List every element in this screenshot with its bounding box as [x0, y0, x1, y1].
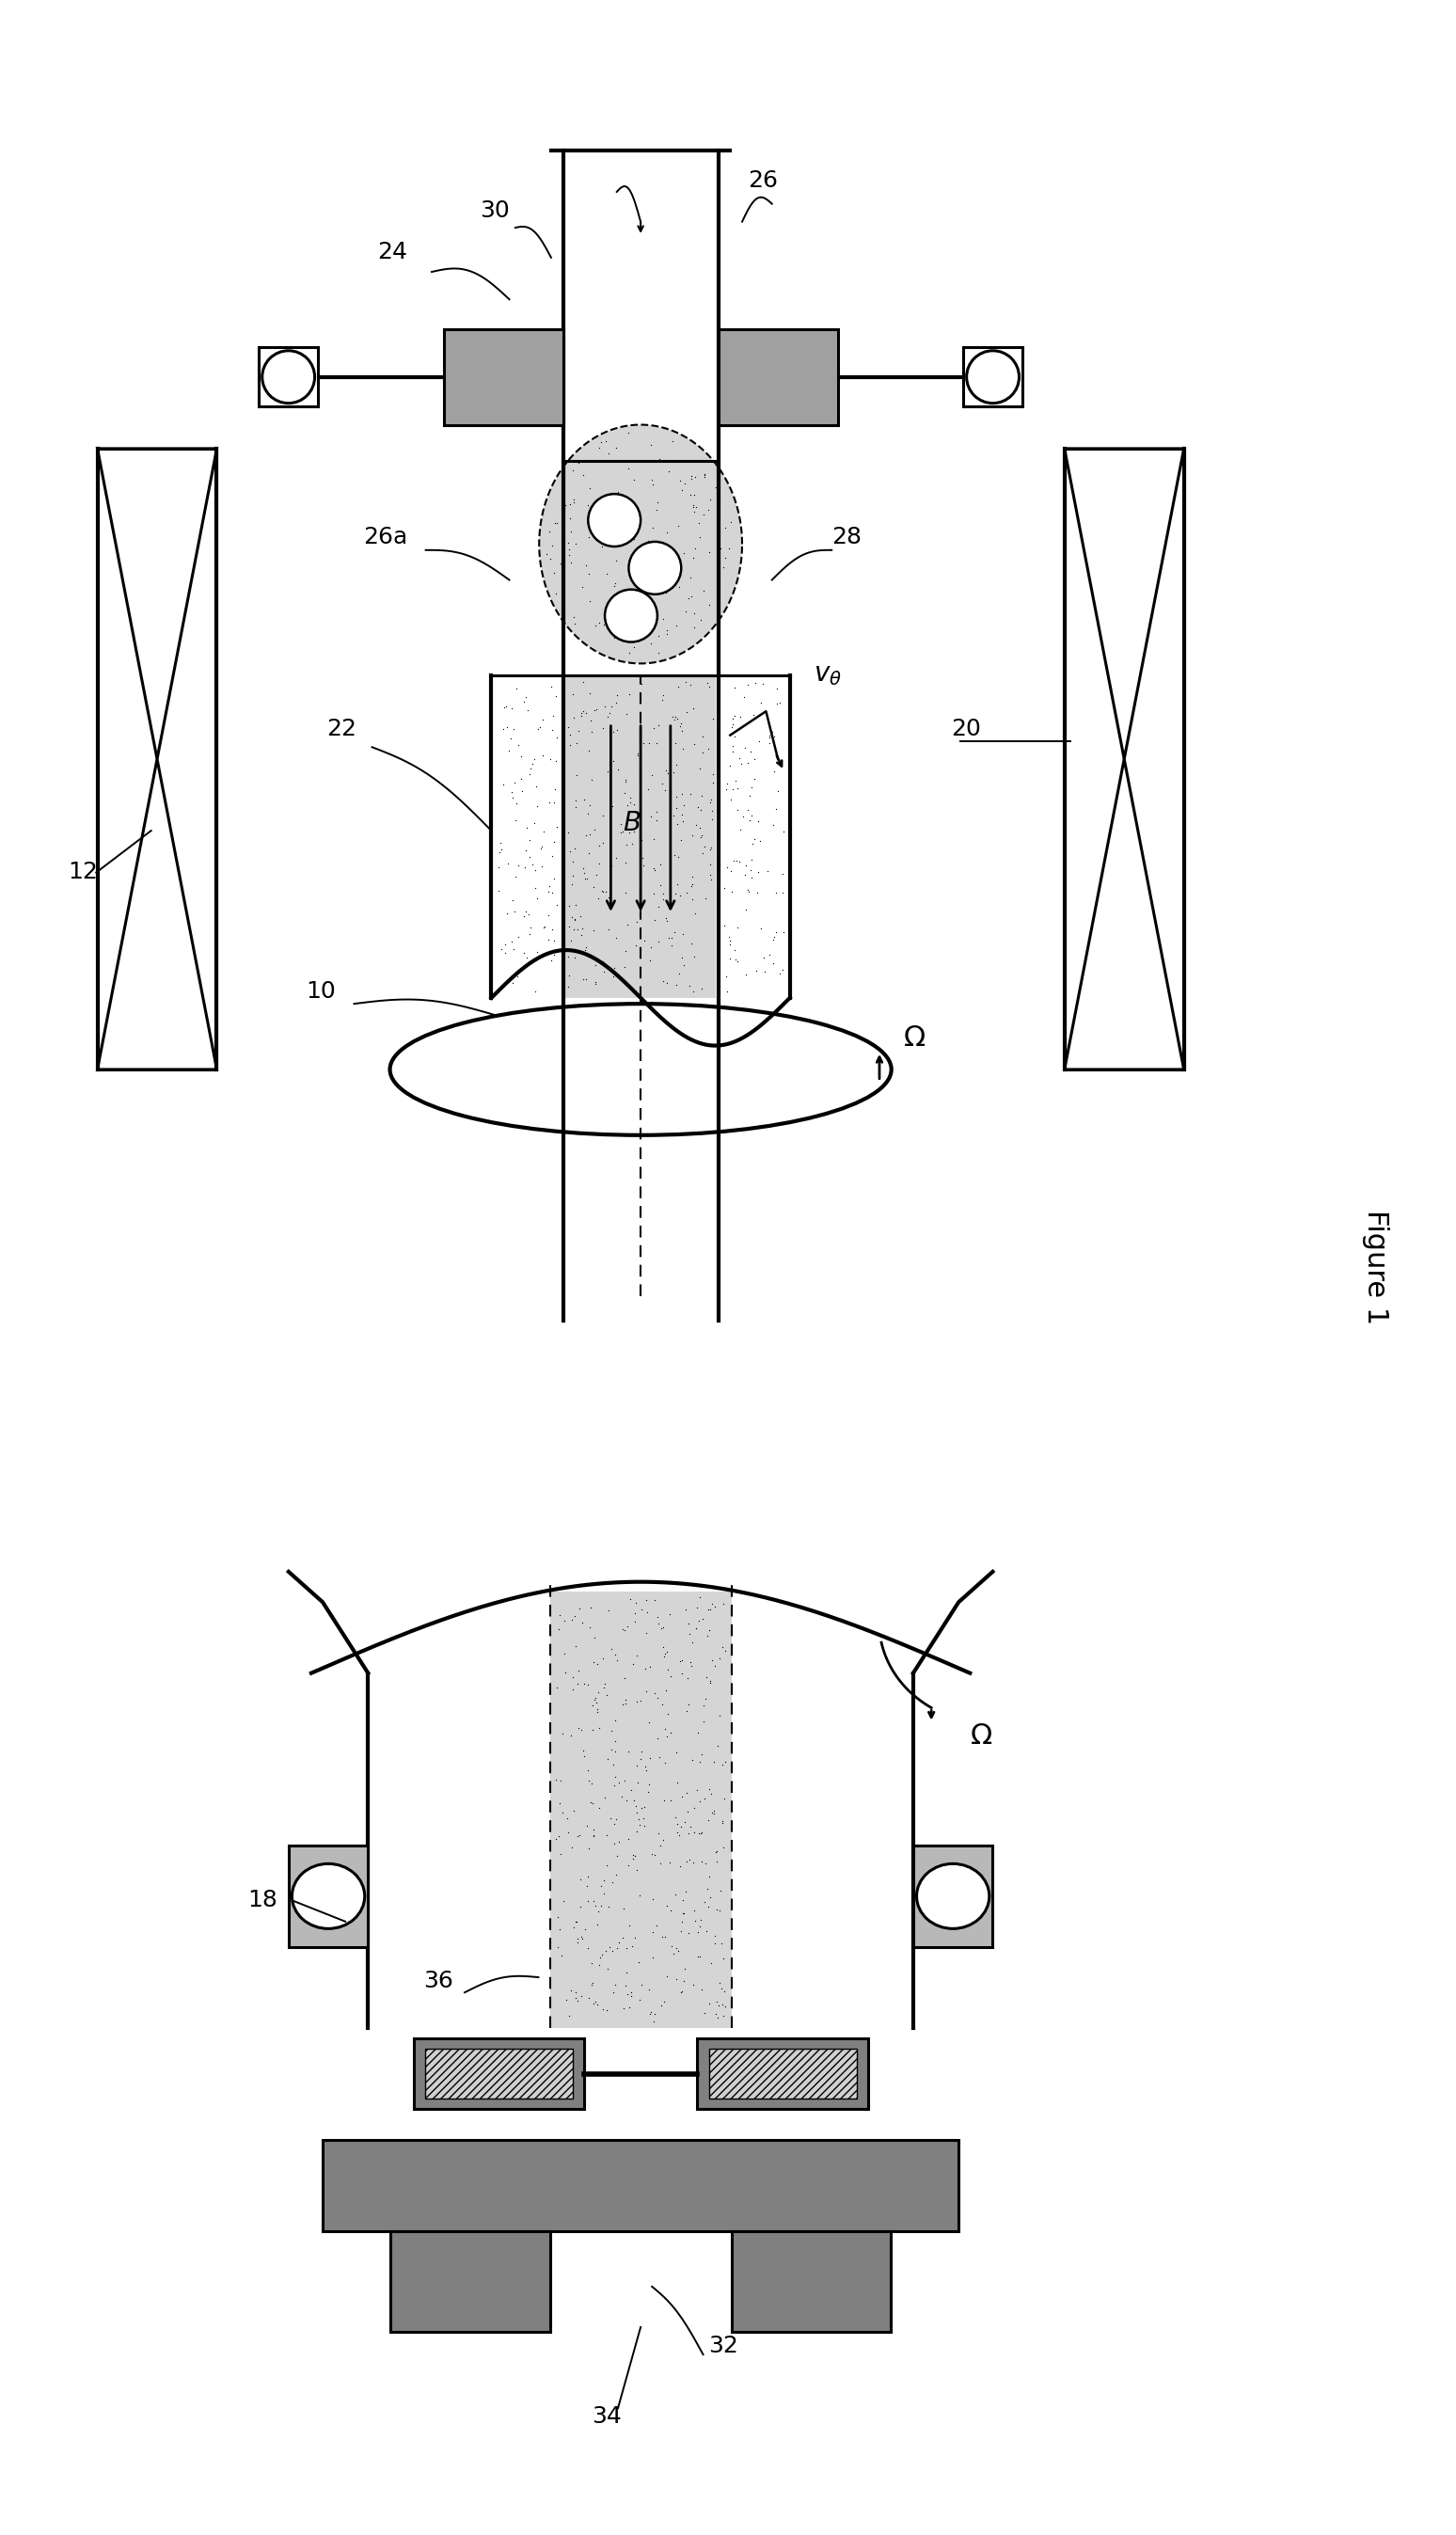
Text: 28: 28	[831, 527, 862, 548]
Polygon shape	[288, 1845, 368, 1947]
Polygon shape	[414, 2038, 584, 2109]
Text: 14: 14	[598, 170, 629, 193]
Polygon shape	[550, 1592, 731, 2028]
Polygon shape	[390, 2231, 550, 2332]
Circle shape	[629, 542, 681, 593]
Circle shape	[917, 1863, 989, 1929]
Text: B: B	[623, 811, 641, 837]
Text: 32: 32	[709, 2335, 738, 2358]
Polygon shape	[709, 2048, 856, 2099]
Text: Figure 1: Figure 1	[1363, 1209, 1389, 1326]
Polygon shape	[259, 347, 319, 406]
Text: $v_{\theta}$: $v_{\theta}$	[814, 662, 842, 687]
Text: 24: 24	[377, 241, 408, 264]
Polygon shape	[323, 2140, 958, 2231]
Circle shape	[588, 494, 641, 548]
Text: 26a: 26a	[364, 527, 408, 548]
Text: 30: 30	[479, 200, 510, 221]
Text: $\Omega$: $\Omega$	[903, 1024, 926, 1052]
Polygon shape	[98, 758, 217, 1070]
Text: 34: 34	[591, 2406, 622, 2429]
Polygon shape	[697, 2038, 868, 2109]
Text: 18: 18	[248, 1889, 277, 1911]
Text: 12: 12	[67, 859, 98, 882]
Circle shape	[293, 1863, 364, 1929]
Polygon shape	[913, 1845, 993, 1947]
Text: 36: 36	[424, 1970, 453, 1993]
Polygon shape	[1064, 449, 1184, 758]
Circle shape	[604, 591, 657, 641]
Polygon shape	[425, 2048, 572, 2099]
Polygon shape	[565, 674, 716, 999]
Polygon shape	[539, 426, 743, 664]
Polygon shape	[444, 330, 563, 426]
Circle shape	[262, 350, 314, 403]
Polygon shape	[962, 347, 1022, 406]
Text: 20: 20	[951, 717, 981, 740]
Text: 26: 26	[748, 170, 778, 193]
Text: $\Omega$: $\Omega$	[970, 1721, 993, 1749]
Polygon shape	[1064, 758, 1184, 1070]
Text: 10: 10	[306, 981, 336, 1001]
Polygon shape	[731, 2231, 891, 2332]
Polygon shape	[718, 330, 837, 426]
Polygon shape	[98, 449, 217, 758]
Text: 22: 22	[326, 717, 357, 740]
Circle shape	[967, 350, 1019, 403]
